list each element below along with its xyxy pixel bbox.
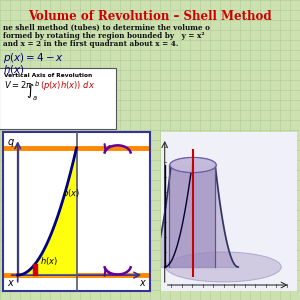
Text: q: q (8, 137, 14, 147)
Text: ne shell method (tubes) to determine the volume o: ne shell method (tubes) to determine the… (3, 24, 210, 32)
FancyBboxPatch shape (0, 68, 116, 129)
Ellipse shape (170, 158, 216, 172)
Text: Vertical Axis of Revolution: Vertical Axis of Revolution (4, 73, 93, 78)
Text: $V = 2\pi$: $V = 2\pi$ (4, 80, 33, 91)
Text: $\rho(x)$: $\rho(x)$ (62, 187, 80, 200)
Text: $\int_a^b$: $\int_a^b$ (26, 80, 40, 103)
Text: Volume of Revolution – Shell Method: Volume of Revolution – Shell Method (28, 11, 272, 23)
Ellipse shape (166, 252, 281, 282)
Text: x: x (8, 278, 13, 288)
Text: x: x (140, 278, 146, 288)
Text: $(p(x)h(x)) \ dx$: $(p(x)h(x)) \ dx$ (40, 80, 96, 92)
Text: $h(x)$: $h(x)$ (3, 63, 25, 76)
Text: formed by rotating the region bounded by   y = x²: formed by rotating the region bounded by… (3, 32, 205, 40)
Text: $h(x)$: $h(x)$ (40, 255, 58, 267)
Text: and x = 2 in the first quadrant about x = 4.: and x = 2 in the first quadrant about x … (3, 40, 178, 48)
Ellipse shape (170, 158, 216, 172)
Text: $p(x) = 4-x$: $p(x) = 4-x$ (3, 51, 64, 65)
